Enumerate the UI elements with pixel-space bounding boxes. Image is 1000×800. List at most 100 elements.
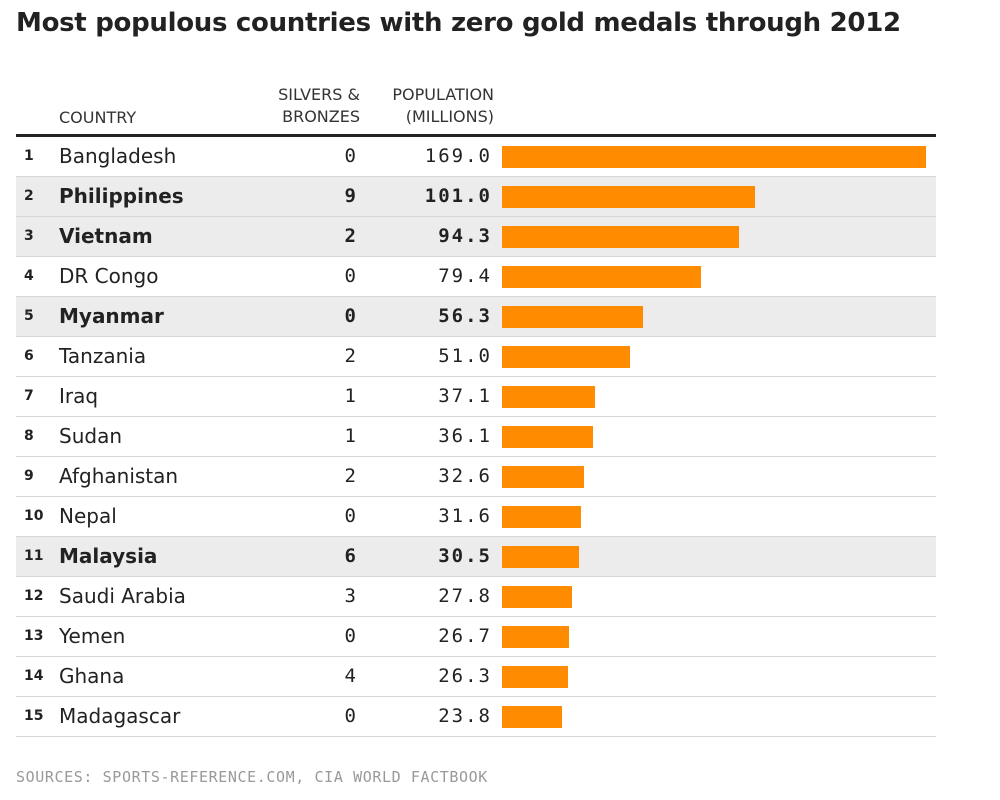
- country-name: Nepal: [59, 504, 117, 528]
- table-row: 8 Sudan 1 36.1: [16, 417, 936, 457]
- country-name: Philippines: [59, 184, 184, 208]
- medal-count: 2: [344, 345, 356, 367]
- population-value: 30.5: [438, 545, 492, 567]
- table-row: 9 Afghanistan 2 32.6: [16, 457, 936, 497]
- rank-label: 10: [24, 508, 44, 524]
- chart-title: Most populous countries with zero gold m…: [16, 8, 901, 38]
- column-header-population: POPULATION (MILLIONS): [372, 84, 494, 128]
- population-value: 32.6: [438, 465, 492, 487]
- rank-label: 6: [24, 348, 34, 364]
- population-bar: [502, 706, 562, 728]
- population-value: 26.3: [438, 665, 492, 687]
- population-bar: [502, 146, 926, 168]
- country-name: Afghanistan: [59, 464, 179, 488]
- population-value: 101.0: [424, 185, 492, 207]
- country-name: Bangladesh: [59, 144, 177, 168]
- country-name: Tanzania: [59, 344, 147, 368]
- column-header-medals-line2: BRONZES: [282, 107, 360, 126]
- rank-label: 14: [24, 668, 44, 684]
- rank-label: 5: [24, 308, 34, 324]
- rank-label: 3: [24, 228, 34, 244]
- medal-count: 0: [344, 265, 356, 287]
- medal-count: 0: [344, 625, 356, 647]
- table-row: 6 Tanzania 2 51.0: [16, 337, 936, 377]
- country-name: Saudi Arabia: [59, 584, 186, 608]
- rank-label: 7: [24, 388, 34, 404]
- medal-count: 1: [344, 425, 356, 447]
- rank-label: 13: [24, 628, 44, 644]
- table-row: 14 Ghana 4 26.3: [16, 657, 936, 697]
- medal-count: 1: [344, 385, 356, 407]
- column-header-population-line1: POPULATION: [392, 85, 494, 104]
- rank-label: 11: [24, 548, 44, 564]
- medal-count: 0: [344, 705, 356, 727]
- population-bar: [502, 386, 596, 408]
- population-value: 169.0: [424, 145, 492, 167]
- rank-label: 4: [24, 268, 34, 284]
- table-row: 15 Madagascar 0 23.8: [16, 697, 936, 737]
- population-bar: [502, 226, 739, 248]
- population-bar: [502, 546, 579, 568]
- population-value: 37.1: [438, 385, 492, 407]
- rank-label: 2: [24, 188, 34, 204]
- table-row: 11 Malaysia 6 30.5: [16, 537, 936, 577]
- medal-count: 2: [344, 465, 356, 487]
- country-name: Vietnam: [59, 224, 153, 248]
- population-bar: [502, 306, 644, 328]
- population-bar: [502, 346, 630, 368]
- country-name: DR Congo: [59, 264, 159, 288]
- table-row: 12 Saudi Arabia 3 27.8: [16, 577, 936, 617]
- rank-label: 1: [24, 148, 34, 164]
- column-header-medals-line1: SILVERS &: [278, 85, 360, 104]
- rank-label: 9: [24, 468, 34, 484]
- table-row: 5 Myanmar 0 56.3: [16, 297, 936, 337]
- population-value: 56.3: [438, 305, 492, 327]
- population-value: 79.4: [438, 265, 492, 287]
- table-row: 2 Philippines 9 101.0: [16, 177, 936, 217]
- header-divider: [16, 134, 936, 137]
- medal-count: 6: [344, 545, 356, 567]
- medal-count: 0: [344, 305, 356, 327]
- population-bar: [502, 186, 756, 208]
- medal-count: 0: [344, 145, 356, 167]
- medal-count: 2: [344, 225, 356, 247]
- medal-count: 9: [344, 185, 356, 207]
- column-header-medals: SILVERS & BRONZES: [262, 84, 360, 128]
- table-row: 1 Bangladesh 0 169.0: [16, 137, 936, 177]
- population-bar: [502, 466, 584, 488]
- medal-count: 0: [344, 505, 356, 527]
- population-bar: [502, 266, 702, 288]
- table-row: 4 DR Congo 0 79.4: [16, 257, 936, 297]
- column-header-population-line2: (MILLIONS): [405, 107, 494, 126]
- country-name: Madagascar: [59, 704, 181, 728]
- country-name: Myanmar: [59, 304, 164, 328]
- population-value: 23.8: [438, 705, 492, 727]
- country-name: Ghana: [59, 664, 125, 688]
- country-name: Malaysia: [59, 544, 158, 568]
- country-name: Iraq: [59, 384, 99, 408]
- table-row: 13 Yemen 0 26.7: [16, 617, 936, 657]
- source-note: SOURCES: SPORTS-REFERENCE.COM, CIA WORLD…: [16, 768, 488, 786]
- country-name: Yemen: [59, 624, 126, 648]
- population-bar: [502, 586, 572, 608]
- rank-label: 12: [24, 588, 44, 604]
- table-row: 10 Nepal 0 31.6: [16, 497, 936, 537]
- population-value: 51.0: [438, 345, 492, 367]
- population-value: 94.3: [438, 225, 492, 247]
- country-name: Sudan: [59, 424, 122, 448]
- medal-count: 3: [344, 585, 356, 607]
- population-bar: [502, 506, 582, 528]
- table-row: 3 Vietnam 2 94.3: [16, 217, 936, 257]
- population-bar: [502, 666, 568, 688]
- population-bar: [502, 426, 593, 448]
- table-body: 1 Bangladesh 0 169.0 2 Philippines 9 101.0 3 Viet…: [16, 137, 936, 737]
- population-value: 31.6: [438, 505, 492, 527]
- population-value: 27.8: [438, 585, 492, 607]
- table-row: 7 Iraq 1 37.1: [16, 377, 936, 417]
- rank-label: 15: [24, 708, 44, 724]
- column-header-country: COUNTRY: [59, 108, 137, 127]
- rank-label: 8: [24, 428, 34, 444]
- medal-count: 4: [344, 665, 356, 687]
- population-value: 36.1: [438, 425, 492, 447]
- population-value: 26.7: [438, 625, 492, 647]
